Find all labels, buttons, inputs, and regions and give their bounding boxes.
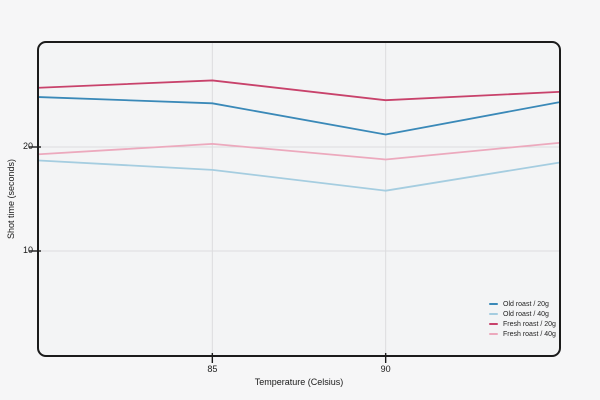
legend-swatch-icon xyxy=(489,303,498,305)
x-axis-title: Temperature (Celsius) xyxy=(254,377,344,387)
y-axis-title: Shot time (seconds) xyxy=(6,158,16,240)
legend-item: Old roast / 20g xyxy=(489,299,556,309)
legend-item: Fresh roast / 20g xyxy=(489,319,556,329)
legend-label: Old roast / 40g xyxy=(503,310,549,318)
gridlines xyxy=(39,43,559,355)
legend-item: Old roast / 40g xyxy=(489,309,556,319)
series-line-old-roast-40g xyxy=(38,159,560,192)
y-tick-label-20: 20 xyxy=(22,141,33,151)
legend-label: Old roast / 20g xyxy=(503,300,549,308)
legend-label: Fresh roast / 20g xyxy=(503,320,556,328)
series-line-old-roast-20g xyxy=(38,96,560,136)
x-tick-label-85: 85 xyxy=(207,364,218,374)
x-tick-label-90: 90 xyxy=(380,364,391,374)
data-series-lines xyxy=(38,79,560,192)
plot-area xyxy=(37,41,561,357)
legend-swatch-icon xyxy=(489,323,498,325)
series-line-fresh-roast-20g xyxy=(38,79,560,102)
axis-tick-marks xyxy=(29,146,387,363)
legend-swatch-icon xyxy=(489,333,498,335)
series-line-fresh-roast-40g xyxy=(38,141,560,161)
legend: Old roast / 20g Old roast / 40g Fresh roas… xyxy=(489,299,556,339)
legend-swatch-icon xyxy=(489,313,498,315)
y-tick-label-10: 10 xyxy=(22,245,33,255)
legend-label: Fresh roast / 40g xyxy=(503,330,556,338)
legend-item: Fresh roast / 40g xyxy=(489,329,556,339)
